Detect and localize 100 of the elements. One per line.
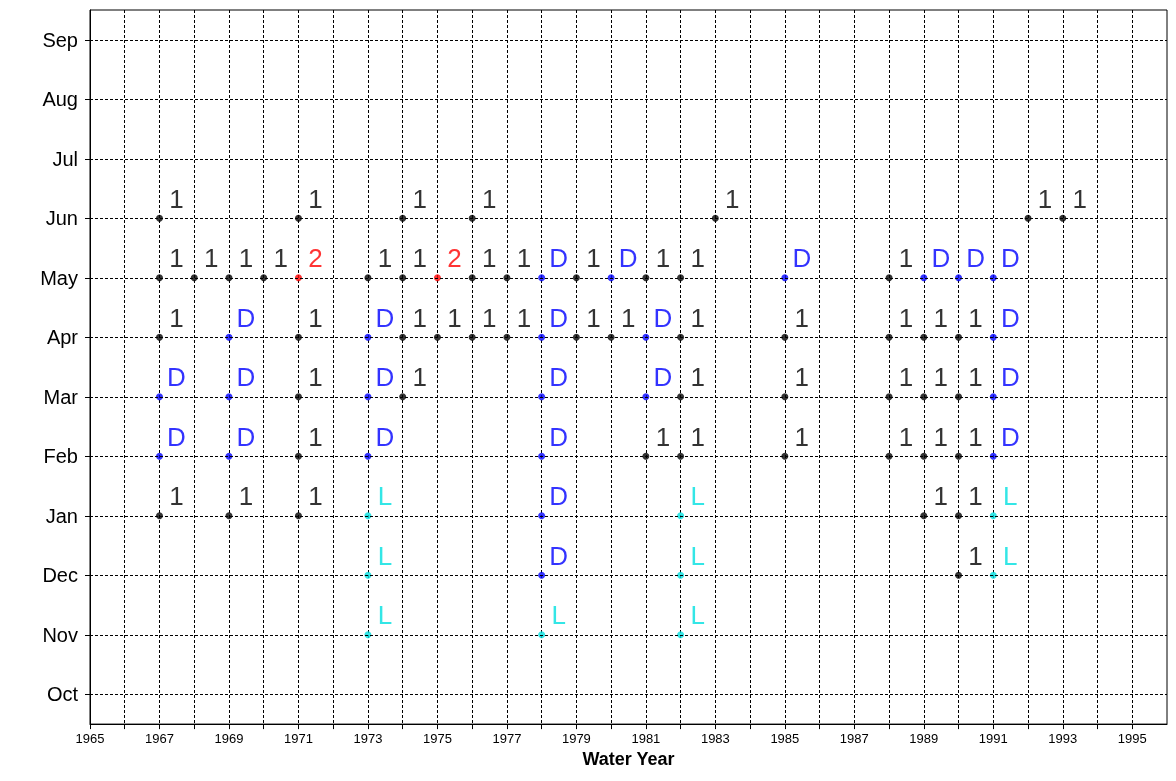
x-tick-label: 1991 xyxy=(978,731,1008,747)
text: D xyxy=(549,421,569,452)
x-tick-label: 1993 xyxy=(1048,731,1078,747)
series-label: L xyxy=(377,600,393,631)
y-tick-label: May xyxy=(40,266,78,289)
x-tick-label: 1965 xyxy=(75,731,105,747)
text: 1 xyxy=(412,362,427,393)
text: 1 xyxy=(968,540,983,571)
text: L xyxy=(690,600,705,631)
text: D xyxy=(236,421,256,452)
text: D xyxy=(549,362,569,393)
text: 1 xyxy=(968,421,983,452)
text: L xyxy=(1003,481,1018,512)
text: D xyxy=(1000,243,1020,274)
series-label: 1 xyxy=(377,243,393,274)
text: 1 xyxy=(308,302,323,333)
text: 1 xyxy=(447,302,462,333)
x-tick-label: 1989 xyxy=(909,731,939,747)
text: 1 xyxy=(273,243,288,274)
text: 1 xyxy=(655,243,671,274)
series-label: 2 xyxy=(308,243,323,274)
text: L xyxy=(377,540,393,571)
text: D xyxy=(1000,421,1020,452)
text: 1 xyxy=(516,243,532,274)
text: L xyxy=(690,540,705,571)
text: 1 xyxy=(690,243,705,274)
text: 1 xyxy=(968,362,983,393)
text: 1 xyxy=(933,302,949,333)
text: 1 xyxy=(620,302,636,333)
text: 1 xyxy=(690,421,705,452)
text: D xyxy=(167,362,186,393)
text: D xyxy=(549,540,569,571)
text: 1 xyxy=(794,362,810,393)
text: D xyxy=(375,421,395,452)
text: D xyxy=(653,302,673,333)
y-tick-label: Feb xyxy=(43,445,78,468)
x-tick-label: 1987 xyxy=(839,731,869,747)
x-tick-label: 1977 xyxy=(492,731,522,747)
text: D xyxy=(931,243,951,274)
text: 1 xyxy=(725,183,740,214)
text: D xyxy=(792,243,812,274)
text: D xyxy=(1000,362,1020,393)
text: 1 xyxy=(308,362,323,393)
x-tick-label: 1995 xyxy=(1117,731,1147,747)
y-tick-label: Sep xyxy=(42,28,78,51)
text: 1 xyxy=(481,243,497,274)
text: L xyxy=(551,600,566,631)
text: D xyxy=(618,243,638,274)
text: 1 xyxy=(412,183,427,214)
text: L xyxy=(1003,540,1018,571)
text: D xyxy=(167,421,186,452)
text: 1 xyxy=(412,302,427,333)
y-tick-label: Nov xyxy=(42,623,78,646)
text: 1 xyxy=(968,302,983,333)
text: 2 xyxy=(447,243,462,274)
text: D xyxy=(375,302,395,333)
text: 1 xyxy=(933,421,949,452)
text: 1 xyxy=(586,243,601,274)
text: D xyxy=(236,302,256,333)
text: 1 xyxy=(238,481,254,512)
text: D xyxy=(549,302,569,333)
text: 1 xyxy=(169,183,184,214)
y-tick-label: Jul xyxy=(52,147,78,170)
text: 1 xyxy=(933,362,949,393)
y-tick-label: Oct xyxy=(46,683,79,706)
text: 1 xyxy=(481,302,497,333)
text: 1 xyxy=(794,421,810,452)
x-tick-label: 1979 xyxy=(561,731,591,747)
text: 1 xyxy=(690,362,705,393)
text: 1 xyxy=(586,302,601,333)
text: 1 xyxy=(169,481,184,512)
text: 1 xyxy=(690,302,705,333)
y-tick-label: Aug xyxy=(42,88,78,111)
text: 1 xyxy=(308,183,323,214)
text: 1 xyxy=(516,302,532,333)
x-axis-title: Water Year xyxy=(582,749,675,769)
text: 1 xyxy=(898,243,914,274)
text: 1 xyxy=(238,243,254,274)
x-tick-label: 1969 xyxy=(214,731,244,747)
text: L xyxy=(377,481,393,512)
text: 1 xyxy=(308,481,323,512)
text: D xyxy=(375,362,395,393)
text: 1 xyxy=(1037,183,1053,214)
text: 1 xyxy=(1072,183,1088,214)
x-tick-label: 1971 xyxy=(283,731,313,747)
text: 1 xyxy=(898,302,914,333)
y-tick-label: Jan xyxy=(45,504,78,527)
text: L xyxy=(690,481,705,512)
text: 1 xyxy=(655,421,671,452)
text: 1 xyxy=(968,481,983,512)
text: 1 xyxy=(169,243,184,274)
text: 1 xyxy=(412,243,427,274)
x-tick-label: 1973 xyxy=(353,731,383,747)
text: 1 xyxy=(308,421,323,452)
text: D xyxy=(653,362,673,393)
text: 1 xyxy=(203,243,219,274)
text: D xyxy=(549,481,569,512)
x-tick-label: 1981 xyxy=(631,731,661,747)
x-tick-label: 1975 xyxy=(422,731,452,747)
x-tick-label: 1967 xyxy=(145,731,174,747)
